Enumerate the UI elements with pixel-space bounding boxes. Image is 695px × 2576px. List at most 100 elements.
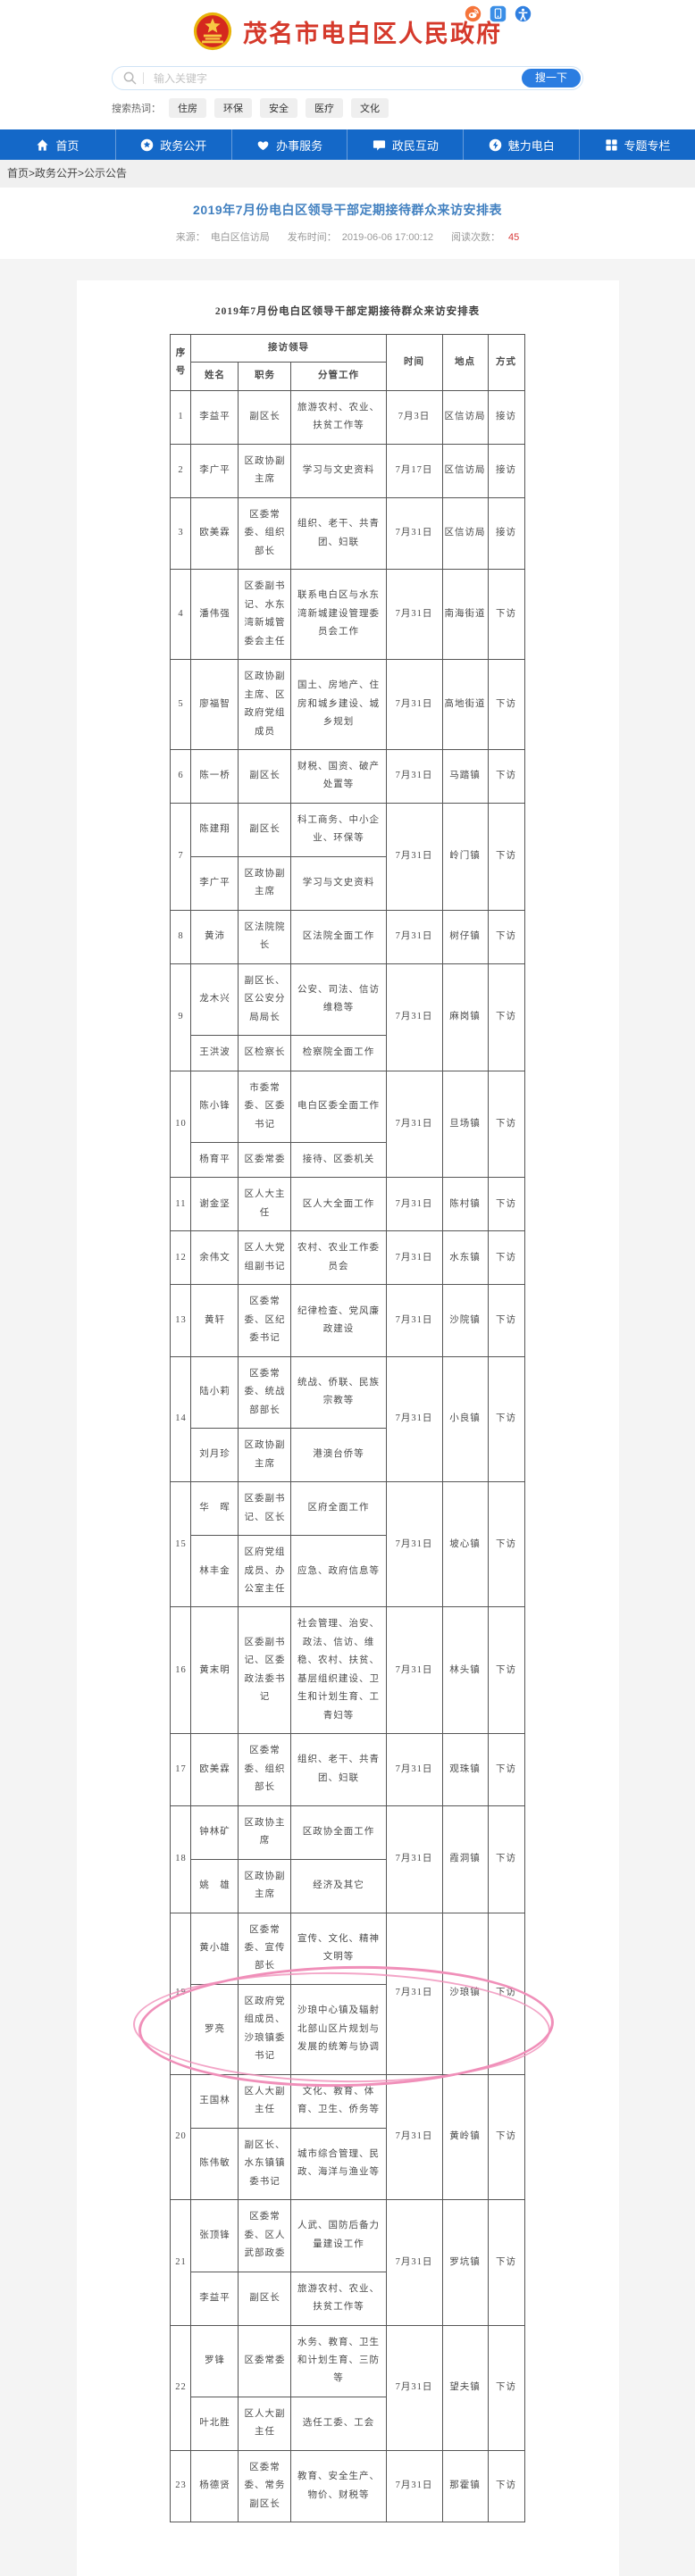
table-row: 13 黄轩 区委常委、区纪委书记 纪律检查、党风廉政建设 7月31日 沙院镇 下访 — [170, 1284, 525, 1357]
work-cell: 宣传、文化、精神文明等 — [290, 1912, 387, 1985]
page-body: 2019年7月份电白区领导干部定期接待群众来访安排表 序号 接访领导 时间 地点… — [0, 259, 695, 2576]
name-cell: 李益平 — [190, 389, 239, 445]
hot-words-label: 搜索热词： — [112, 104, 161, 114]
duty-cell: 区人大副主任 — [238, 2073, 292, 2129]
seq-cell: 16 — [170, 1606, 192, 1735]
time-cell: 7月17日 — [385, 443, 443, 498]
seq-cell: 17 — [170, 1733, 192, 1806]
mobile-icon[interactable] — [490, 5, 507, 22]
nav-item-label: 专题专栏 — [624, 138, 671, 153]
place-cell: 望夫镇 — [441, 2324, 489, 2451]
accessibility-icon[interactable] — [515, 5, 532, 22]
table-row: 10 陈小锋 市委常委、区委书记 电白区委全面工作 7月31日 旦场镇 下访 — [170, 1070, 525, 1179]
nav-item-gov-disclosure[interactable]: 政务公开 — [116, 129, 232, 160]
header-quick-icons — [465, 5, 532, 22]
place-cell: 南海街道 — [441, 569, 489, 661]
article-header: 2019年7月份电白区领导干部定期接待群众来访安排表 来源： 电白区信访局 发布时… — [0, 188, 695, 259]
search-input[interactable] — [112, 66, 583, 90]
name-cell: 陆小莉 — [190, 1355, 239, 1430]
hot-word-tag[interactable]: 文化 — [351, 98, 389, 118]
name-cell: 罗亮 — [190, 1983, 239, 2075]
nav-item-services[interactable]: 办事服务 — [232, 129, 348, 160]
seq-cell: 14 — [170, 1355, 192, 1483]
breadcrumb[interactable]: 首页>政务公开>公示公告 — [0, 160, 695, 188]
work-cell: 组织、老干、共青团、妇联 — [290, 1733, 387, 1806]
work-cell: 科工商务、中小企业、环保等 — [290, 802, 387, 857]
duty-cell: 副区长 — [238, 802, 292, 857]
source-label: 来源： — [175, 232, 205, 243]
method-cell: 下访 — [487, 2324, 525, 2451]
work-cell: 教育、安全生产、物价、财税等 — [290, 2449, 387, 2523]
seq-cell: 8 — [170, 909, 192, 964]
work-cell: 社会管理、治安、政法、信访、维稳、农村、扶贫、基层组织建设、卫生和计划生育、工青… — [290, 1606, 387, 1735]
place-cell: 麻岗镇 — [441, 963, 489, 1071]
place-cell: 树仔镇 — [441, 909, 489, 964]
method-cell: 下访 — [487, 1733, 525, 1806]
search-button[interactable]: 搜一下 — [521, 69, 581, 88]
time-cell: 7月31日 — [385, 1481, 443, 1608]
method-cell: 下访 — [487, 659, 525, 750]
name-cell: 林丰金 — [190, 1535, 239, 1608]
main-nav: 首页 政务公开 办事服务 政民互动 魅力电白 专题专栏 — [0, 129, 695, 160]
duty-cell: 区政协副主席 — [238, 855, 292, 911]
header-seq: 序号 — [170, 334, 192, 391]
name-cell: 杨育平 — [190, 1141, 239, 1179]
name-cell: 姚 雄 — [190, 1858, 239, 1913]
method-cell: 下访 — [487, 2199, 525, 2326]
method-cell: 下访 — [487, 1805, 525, 1913]
name-cell: 陈伟敏 — [190, 2127, 239, 2201]
work-cell: 旅游农村、农业、扶贫工作等 — [290, 2271, 387, 2326]
hot-word-tag[interactable]: 住房 — [169, 98, 206, 118]
work-cell: 经济及其它 — [290, 1858, 387, 1913]
weibo-icon[interactable] — [465, 5, 481, 22]
work-cell: 城市综合管理、民政、海洋与渔业等 — [290, 2127, 387, 2201]
duty-cell: 区委常委、统战部部长 — [238, 1355, 292, 1430]
nav-item-special-columns[interactable]: 专题专栏 — [580, 129, 695, 160]
nav-item-charm-dianbai[interactable]: 魅力电白 — [464, 129, 581, 160]
name-cell: 王洪波 — [190, 1035, 239, 1071]
duty-cell: 区法院院长 — [238, 909, 292, 964]
table-row: 22 罗锋 区委常委 水务、教育、卫生和计划生育、三防等 7月31日 望夫镇 下访 — [170, 2324, 525, 2451]
header-time: 时间 — [385, 334, 443, 391]
place-cell: 坡心镇 — [441, 1481, 489, 1608]
work-cell: 应急、政府信息等 — [290, 1535, 387, 1608]
star-circle-icon — [140, 138, 154, 151]
nav-item-home[interactable]: 首页 — [0, 129, 116, 160]
schedule-table: 序号 接访领导 时间 地点 方式 姓名 职务 分管工作 1 李益平 副区长 旅游农村、… — [170, 333, 525, 2523]
table-row: 14 陆小莉 区委常委、统战部部长 统战、侨联、民族宗教等 7月31日 小良镇 下访 — [170, 1355, 525, 1483]
nav-item-label: 政务公开 — [160, 138, 207, 153]
time-cell: 7月31日 — [385, 1912, 443, 2075]
hot-word-tag[interactable]: 安全 — [260, 98, 297, 118]
method-cell: 下访 — [487, 1284, 525, 1357]
nav-item-interaction[interactable]: 政民互动 — [348, 129, 465, 160]
nav-item-label: 魅力电白 — [507, 138, 555, 153]
time-cell: 7月31日 — [385, 2324, 443, 2451]
table-row: 17 欧美霖 区委常委、组织部长 组织、老干、共青团、妇联 7月31日 观珠镇 下访 — [170, 1733, 525, 1806]
seq-cell: 20 — [170, 2073, 192, 2201]
duty-cell: 区政协副主席、区政府党组成员 — [238, 659, 292, 750]
place-cell: 旦场镇 — [441, 1070, 489, 1179]
time-cell: 7月31日 — [385, 496, 443, 571]
search-divider — [143, 72, 144, 84]
duty-cell: 区委常委、区纪委书记 — [238, 1284, 292, 1357]
hot-word-tag[interactable]: 环保 — [214, 98, 252, 118]
time-cell: 7月31日 — [385, 2073, 443, 2201]
work-cell: 区法院全面工作 — [290, 909, 387, 964]
table-row: 1 李益平 副区长 旅游农村、农业、扶贫工作等 7月3日 区信访局 接访 — [170, 389, 525, 445]
table-row: 林丰金 区府党组成员、办公室主任 应急、政府信息等 — [171, 1535, 524, 1608]
place-cell: 水东镇 — [441, 1230, 489, 1286]
name-cell: 钟林矿 — [190, 1805, 239, 1860]
work-cell: 人武、国防后备力量建设工作 — [290, 2199, 387, 2272]
search-icon — [123, 71, 137, 85]
hot-words-row: 搜索热词： 住房 环保 安全 医疗 文化 — [112, 98, 583, 129]
header-name: 姓名 — [190, 362, 239, 391]
place-cell: 区信访局 — [441, 389, 489, 445]
time-cell: 7月31日 — [385, 963, 443, 1071]
header-place: 地点 — [441, 334, 489, 391]
header-method: 方式 — [487, 334, 525, 391]
header-leader-group: 接访领导 — [190, 333, 387, 363]
table-row: 刘月珍 区政协副主席 港澳台侨等 — [171, 1428, 524, 1483]
seq-cell: 10 — [170, 1070, 192, 1179]
hot-word-tag[interactable]: 医疗 — [306, 98, 343, 118]
work-cell: 学习与文史资料 — [290, 855, 387, 911]
